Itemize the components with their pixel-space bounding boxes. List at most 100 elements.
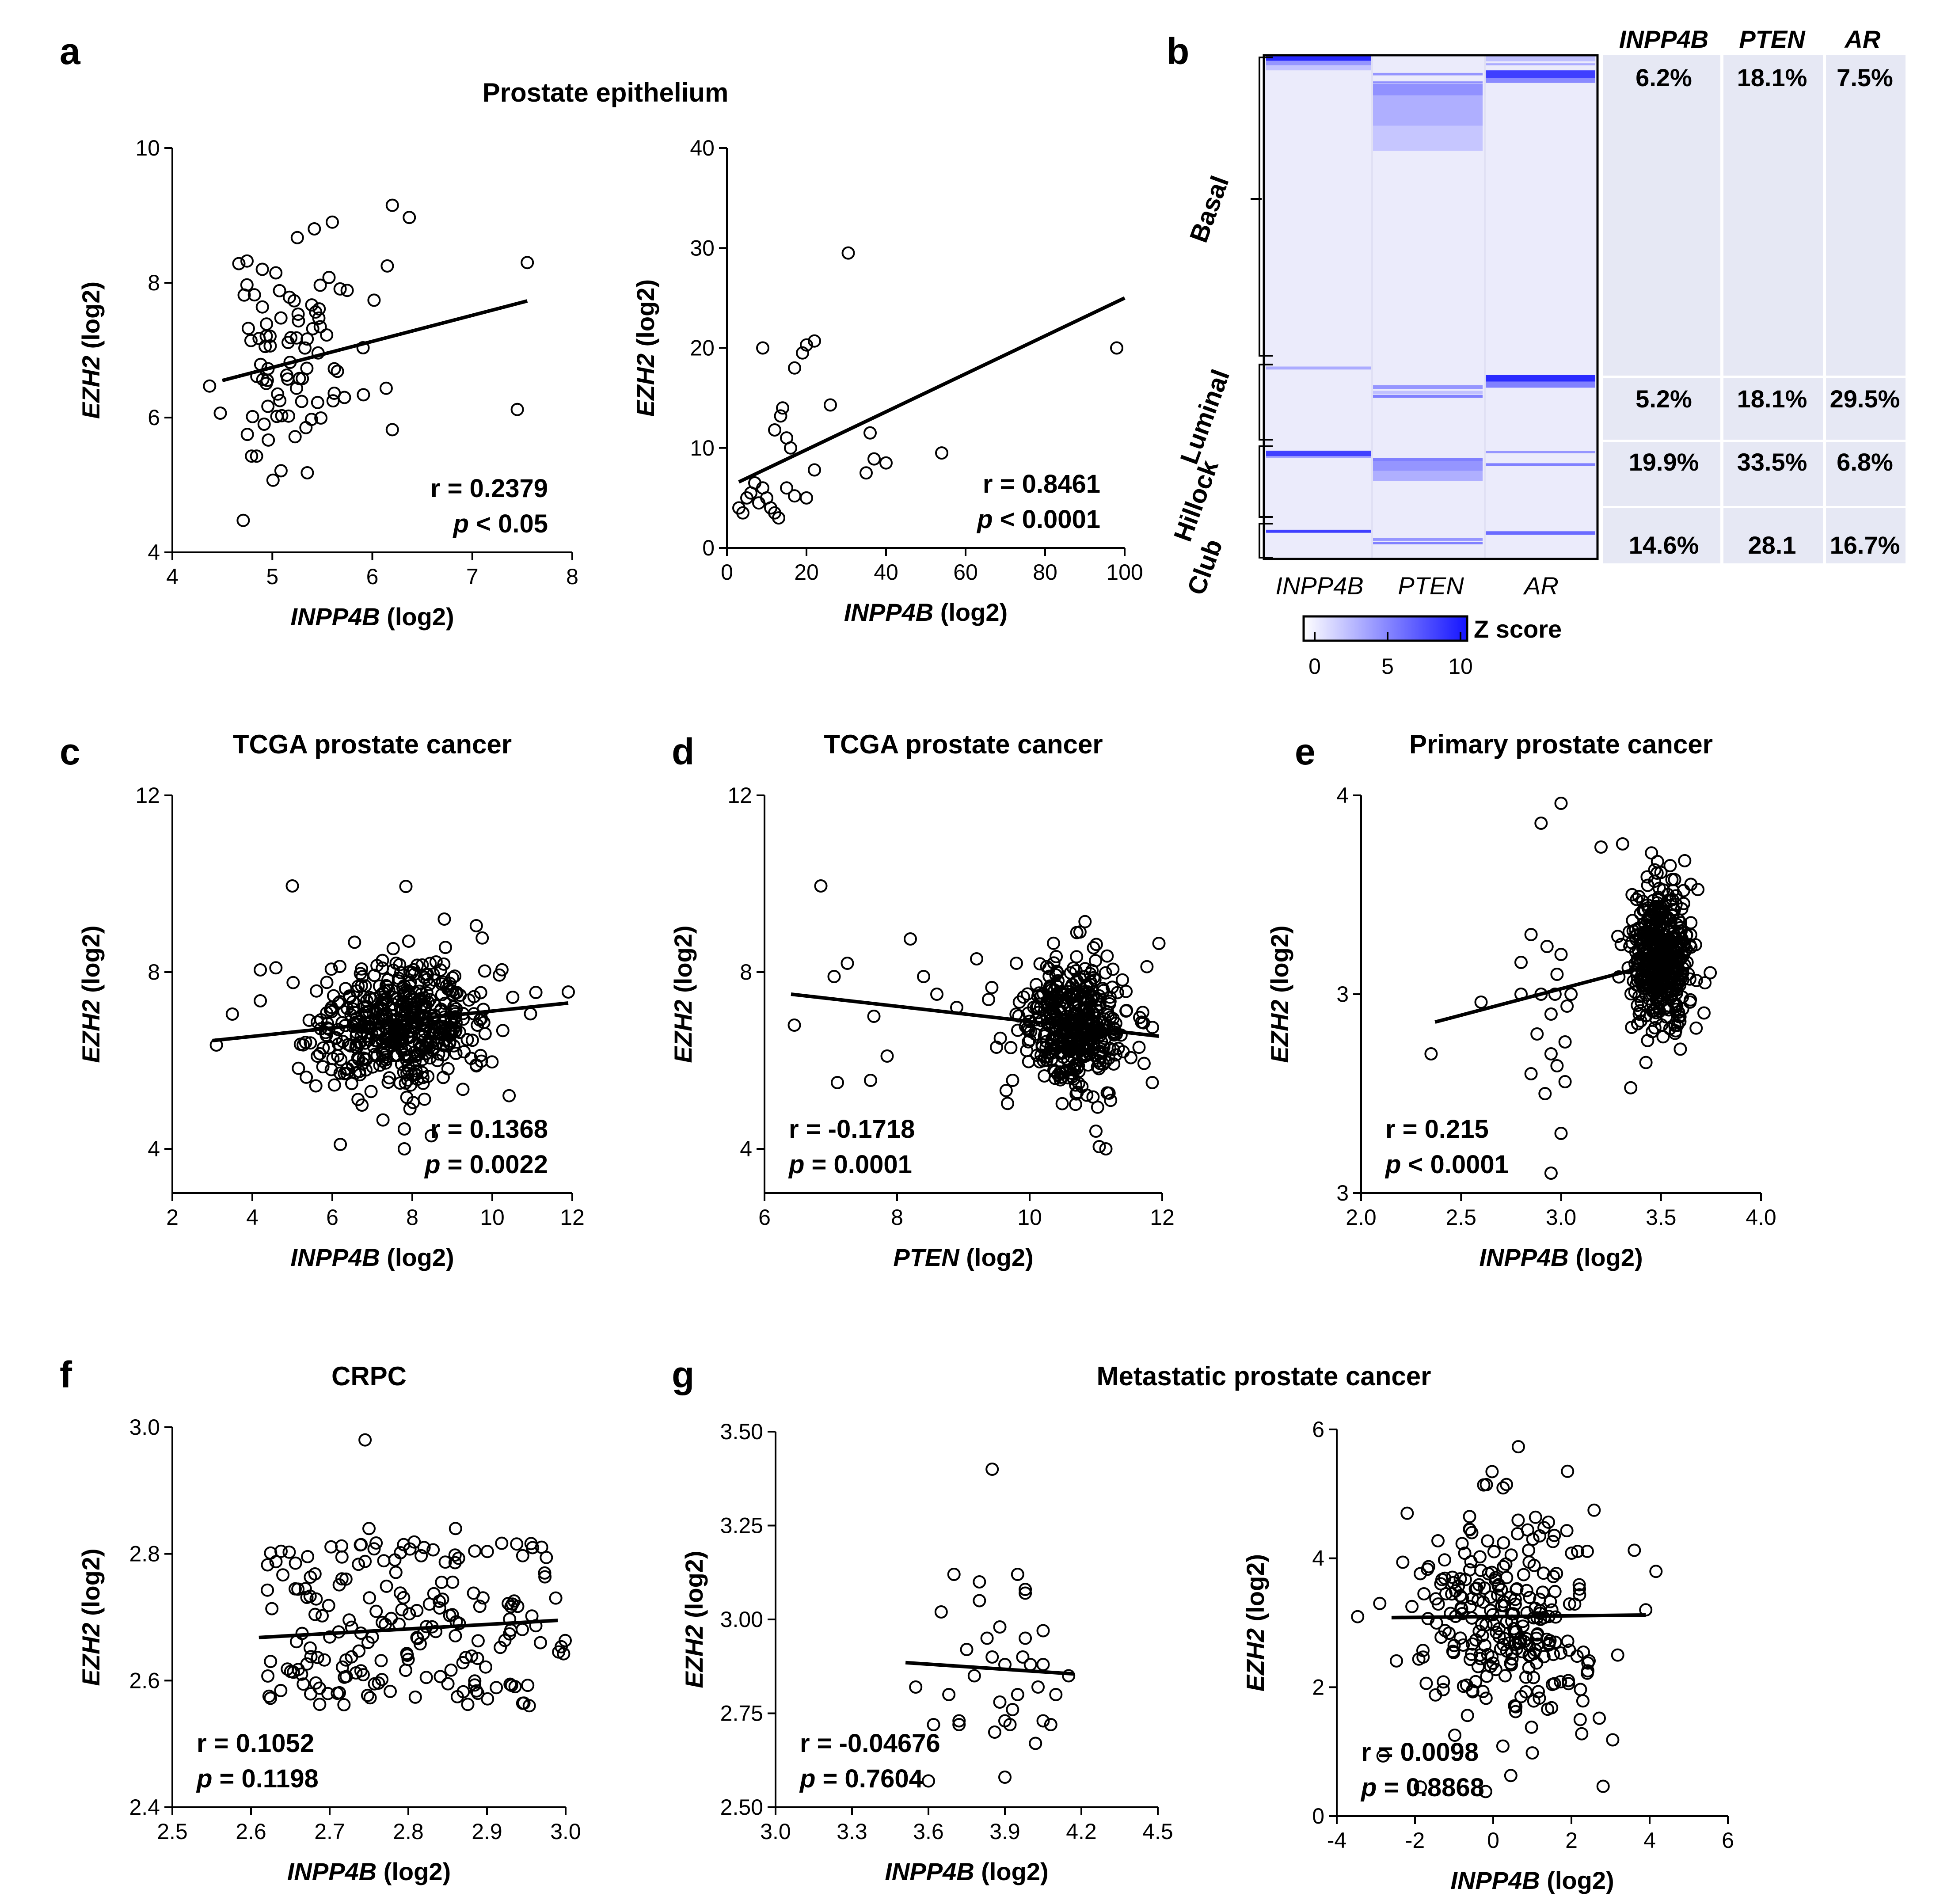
data-point [1390,1654,1403,1668]
data-point [1145,1076,1159,1089]
data-point [225,1007,239,1021]
data-point [368,1677,381,1691]
data-point [1606,1733,1620,1747]
data-point [273,394,287,407]
data-point [1453,1572,1467,1586]
data-point [329,1031,343,1045]
x-tick-label: 3.6 [913,1819,944,1844]
heatmap-band [1266,65,1373,71]
data-point [423,957,437,970]
data-point [326,215,339,229]
x-tick-label: 4.5 [1142,1819,1173,1844]
data-point [264,1691,277,1705]
data-point [1574,1683,1587,1696]
data-point [952,1718,966,1731]
data-point [390,1026,404,1040]
data-point [1497,1536,1510,1550]
data-point [796,346,809,360]
regression-line [212,1001,569,1042]
x-tick-label: 3.0 [550,1819,581,1844]
y-tick-label: 2.50 [720,1795,763,1820]
data-point [261,1669,275,1683]
data-point [1580,1666,1594,1680]
data-point [292,314,305,328]
data-point [438,1555,452,1569]
data-point [310,984,323,998]
data-point [303,1641,317,1655]
heatmap-band [1372,385,1483,389]
data-point [1670,977,1683,990]
x-axis-label: PTEN (log2) [893,1243,1033,1271]
data-point [1523,1591,1537,1604]
data-point [524,1537,538,1551]
data-point [1660,1001,1674,1015]
data-point [768,423,781,437]
data-point [947,1568,961,1581]
data-point [1562,1677,1575,1691]
x-tick-label: 100 [1106,560,1143,585]
data-point [1099,1142,1113,1155]
data-point [1540,940,1554,953]
data-point [1414,1567,1427,1581]
data-point [309,1079,323,1093]
x-tick-label: 6 [326,1205,339,1230]
data-point [380,980,394,994]
data-point [385,423,399,437]
data-point [313,320,327,334]
data-point [1115,973,1129,987]
heatmap-band [1372,125,1483,151]
data-point [376,1034,389,1048]
data-point [752,496,765,510]
y-tick-label: 3.0 [129,1415,160,1440]
heatmap-band [1372,83,1483,96]
data-point [1110,341,1123,355]
data-point [1570,1649,1584,1663]
data-point [1062,1669,1076,1683]
data-point [1431,1597,1445,1611]
data-point [1479,1691,1493,1705]
data-point [275,409,289,422]
stat-p: p = 0.0022 [424,1150,548,1179]
data-point [1565,1547,1578,1560]
data-point [449,1047,463,1060]
data-point [444,1663,458,1677]
data-point [1645,846,1658,860]
heatmap-band [1266,61,1373,65]
heatmap-band [1485,55,1595,61]
x-tick-label: 2.9 [472,1819,502,1844]
data-point [1124,1051,1137,1064]
data-point [324,962,338,976]
data-point [263,330,277,343]
table-cell-bg [1826,508,1906,563]
data-point [538,1570,552,1584]
data-point [393,958,407,972]
y-tick-label: 8 [148,270,160,295]
x-tick-label: 3.9 [989,1819,1020,1844]
data-point [397,979,411,992]
data-point [1103,997,1116,1011]
data-point [352,1644,366,1658]
data-point [1668,1026,1682,1040]
data-point [274,311,288,325]
data-point [460,1033,474,1046]
data-point [292,1061,305,1075]
data-point [1505,1607,1519,1621]
x-tick-label: 3.0 [1546,1205,1577,1230]
x-tick-label: 10 [480,1205,505,1230]
data-point [357,388,370,402]
data-point [1114,1028,1128,1042]
data-point [446,1575,460,1589]
data-point [337,1698,351,1711]
data-point [376,996,390,1010]
colorbar-ticklabel-5: 5 [1381,654,1394,679]
data-point [1496,1739,1510,1753]
data-point [334,1138,347,1151]
data-point [299,421,313,434]
data-point [264,1546,278,1560]
data-point [1525,1720,1538,1734]
data-point [1004,1041,1018,1054]
data-point [449,1016,463,1030]
panel-a-group-title: Prostate epithelium [483,78,729,107]
data-point [313,1698,327,1711]
x-tick-label: -4 [1327,1828,1346,1853]
